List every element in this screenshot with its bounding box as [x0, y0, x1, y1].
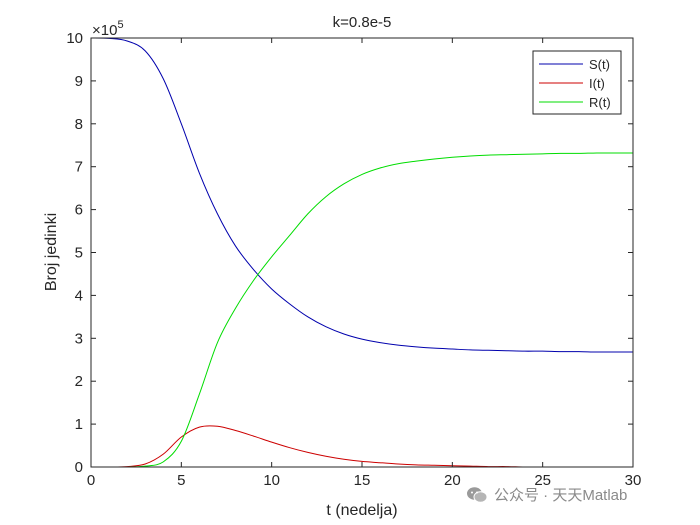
legend-label-2: R(t) [589, 95, 611, 110]
axes-layer: 0 5 10 15 20 25 30 0 1 2 3 4 5 6 7 8 9 10 [66, 30, 641, 489]
y-tick-label-5: 5 [75, 245, 83, 262]
x-tick-label-1: 5 [177, 472, 185, 489]
series-line-0 [90, 37, 633, 353]
watermark: 公众号 · 天天Matlab [466, 484, 627, 505]
y-tick-label-10: 10 [66, 30, 83, 47]
x-axis-title: t (nedelja) [326, 502, 397, 519]
x-tick-label-0: 0 [87, 472, 95, 489]
y-tick-label-8: 8 [75, 116, 83, 133]
y-tick-label-3: 3 [75, 330, 83, 347]
x-tick-label-5: 25 [534, 472, 551, 489]
x-tick-label-4: 20 [444, 472, 461, 489]
x-tick-label-2: 10 [263, 472, 280, 489]
y-tick-label-6: 6 [75, 202, 83, 219]
y-tick-label-2: 2 [75, 373, 83, 390]
y-axis-title: Broj jedinki [43, 213, 60, 291]
wechat-icon [467, 486, 488, 503]
series-line-2 [90, 152, 633, 468]
x-tick-label-6: 30 [625, 472, 642, 489]
y-tick-label-1: 1 [75, 416, 83, 433]
y-tick-label-0: 0 [75, 459, 83, 476]
y-tick-label-7: 7 [75, 159, 83, 176]
y-axis-exponent: ×105 [92, 19, 124, 39]
chart-title: k=0.8e-5 [333, 14, 392, 31]
legend-label-1: I(t) [589, 76, 605, 91]
y-tick-label-4: 4 [75, 287, 83, 304]
legend: S(t) I(t) R(t) [532, 50, 622, 115]
watermark-text: 公众号 · 天天Matlab [494, 487, 628, 504]
y-tick-label-9: 9 [75, 73, 83, 90]
x-tick-label-3: 15 [354, 472, 371, 489]
y-axis-exponent-power: 5 [117, 19, 123, 31]
legend-label-0: S(t) [589, 57, 610, 72]
y-axis-exponent-base: ×10 [92, 22, 117, 39]
